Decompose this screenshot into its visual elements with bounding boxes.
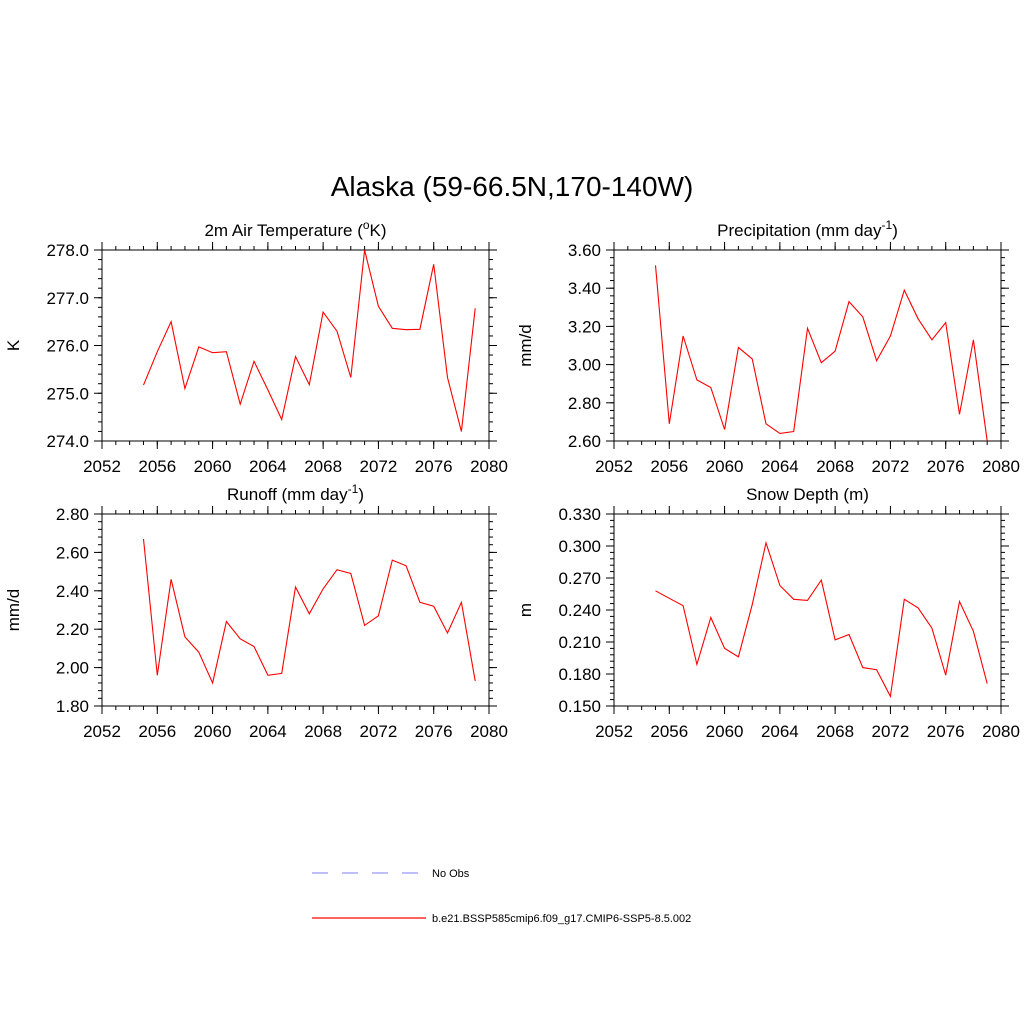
x-tick-label: 2076 [927, 457, 965, 476]
x-tick-label: 2072 [360, 722, 398, 741]
panel-title: Precipitation (mm day-1) [717, 218, 898, 240]
x-tick-label: 2080 [470, 457, 508, 476]
x-tick-label: 2076 [415, 722, 453, 741]
y-tick-label: 0.300 [558, 537, 601, 556]
series-line [655, 540, 988, 699]
x-tick-label: 2064 [249, 457, 287, 476]
x-tick-label: 2052 [595, 722, 633, 741]
panel-title-main: 2m Air Temperature ( [204, 221, 363, 240]
x-tick-label: 2080 [982, 457, 1020, 476]
x-tick-label: 2056 [650, 722, 688, 741]
y-tick-label: 2.80 [568, 394, 601, 413]
y-tick-label: 2.60 [56, 543, 89, 562]
x-tick-label: 2072 [360, 457, 398, 476]
y-tick-label: 2.00 [56, 659, 89, 678]
legend-model-label: b.e21.BSSP585cmip6.f09_g17.CMIP6-SSP5-8.… [432, 913, 691, 925]
y-tick-label: 0.150 [558, 697, 601, 716]
x-tick-label: 2068 [304, 457, 342, 476]
x-tick-label: 2068 [816, 457, 854, 476]
panel-title: Runoff (mm day-1) [227, 482, 364, 504]
x-tick-label: 2060 [706, 722, 744, 741]
y-tick-label: 0.210 [558, 633, 601, 652]
y-tick-label: 3.20 [568, 317, 601, 336]
x-tick-label: 2060 [194, 457, 232, 476]
x-tick-label: 2060 [194, 722, 232, 741]
panel-title: Snow Depth (m) [746, 485, 869, 504]
y-tick-label: 274.0 [46, 432, 89, 451]
x-tick-label: 2052 [595, 457, 633, 476]
y-tick-label: 0.270 [558, 569, 601, 588]
y-axis-label: mm/d [4, 589, 23, 632]
x-tick-label: 2056 [138, 722, 176, 741]
x-tick-label: 2068 [304, 722, 342, 741]
x-tick-label: 2072 [872, 457, 910, 476]
y-tick-label: 0.240 [558, 601, 601, 620]
series-line [142, 538, 476, 685]
figure-title: Alaska (59-66.5N,170-140W) [331, 171, 694, 202]
x-tick-label: 2080 [470, 722, 508, 741]
series-line [142, 249, 476, 432]
x-tick-label: 2076 [415, 457, 453, 476]
plot-frame [101, 513, 490, 707]
legend-obs-label: No Obs [432, 868, 470, 880]
y-tick-label: 277.0 [46, 289, 89, 308]
panel-title-main: Snow Depth (m) [746, 485, 869, 504]
x-tick-label: 2064 [761, 722, 799, 741]
panel-title-main: Runoff (mm day [227, 485, 348, 504]
panel-title-superscript: -1 [348, 482, 359, 496]
x-tick-label: 2080 [982, 722, 1020, 741]
x-tick-label: 2064 [249, 722, 287, 741]
y-tick-label: 3.00 [568, 356, 601, 375]
panel-1: 2052 2056 2060 2064 2068 2072 2076 2080 274.0 275… [4, 218, 508, 476]
x-tick-label: 2064 [761, 457, 799, 476]
series-line [654, 265, 988, 442]
panel-title-main: Precipitation (mm day [717, 221, 882, 240]
y-tick-label: 3.40 [568, 279, 601, 298]
y-tick-label: 276.0 [46, 337, 89, 356]
panel-4: 2052 2056 2060 2064 2068 2072 2076 2080 0.150 0.1… [516, 485, 1020, 741]
plot-frame [613, 513, 1002, 707]
panels: 2052 2056 2060 2064 2068 2072 2076 2080 274.0 275… [4, 218, 1020, 741]
panel-title-end: ) [892, 221, 898, 240]
panel-title-end: ) [358, 485, 364, 504]
plot-frame [613, 249, 1002, 442]
legend: No Obs b.e21.BSSP585cmip6.f09_g17.CMIP6-… [312, 868, 691, 925]
panel-3: 2052 2056 2060 2064 2068 2072 2076 2080 1.80 2.00… [4, 482, 508, 741]
y-axis-label: mm/d [516, 324, 535, 367]
panel-title: 2m Air Temperature (oK) [204, 218, 386, 240]
x-tick-label: 2068 [816, 722, 854, 741]
x-tick-label: 2076 [927, 722, 965, 741]
y-axis-label: m [516, 603, 535, 617]
panel-2: 2052 2056 2060 2064 2068 2072 2076 2080 2.60 2.80… [516, 218, 1020, 476]
y-tick-label: 2.40 [56, 582, 89, 601]
y-tick-label: 0.180 [558, 665, 601, 684]
y-tick-label: 2.20 [56, 620, 89, 639]
x-tick-label: 2056 [650, 457, 688, 476]
y-axis-label: K [4, 339, 23, 351]
y-tick-label: 3.60 [568, 241, 601, 260]
x-tick-label: 2052 [83, 457, 121, 476]
x-tick-label: 2072 [872, 722, 910, 741]
x-tick-label: 2056 [138, 457, 176, 476]
y-tick-label: 1.80 [56, 697, 89, 716]
y-tick-label: 275.0 [46, 384, 89, 403]
y-tick-label: 0.330 [558, 505, 601, 524]
panel-title-superscript: o [363, 218, 370, 232]
x-tick-label: 2060 [706, 457, 744, 476]
x-tick-label: 2052 [83, 722, 121, 741]
panel-title-superscript: -1 [882, 218, 893, 232]
y-tick-label: 278.0 [46, 241, 89, 260]
y-tick-label: 2.60 [568, 432, 601, 451]
panel-title-end: K) [370, 221, 387, 240]
y-tick-label: 2.80 [56, 505, 89, 524]
